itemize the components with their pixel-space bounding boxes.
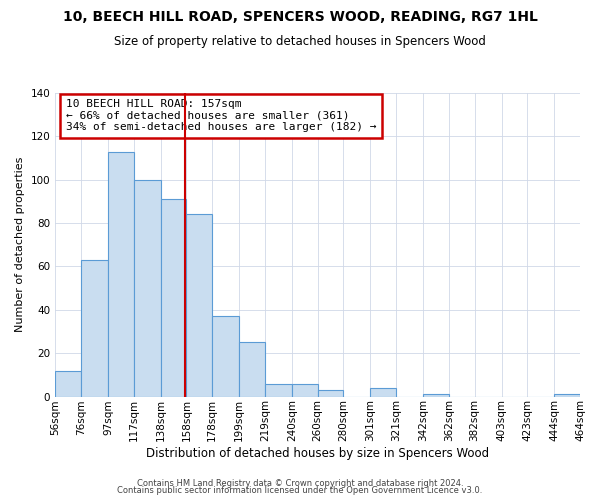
Text: Size of property relative to detached houses in Spencers Wood: Size of property relative to detached ho… bbox=[114, 35, 486, 48]
Bar bbox=[187, 214, 212, 396]
Bar bbox=[161, 199, 187, 396]
Bar bbox=[108, 152, 134, 396]
X-axis label: Distribution of detached houses by size in Spencers Wood: Distribution of detached houses by size … bbox=[146, 447, 489, 460]
Bar bbox=[370, 388, 396, 396]
Bar bbox=[134, 180, 161, 396]
Bar bbox=[239, 342, 265, 396]
Text: 10 BEECH HILL ROAD: 157sqm
← 66% of detached houses are smaller (361)
34% of sem: 10 BEECH HILL ROAD: 157sqm ← 66% of deta… bbox=[65, 99, 376, 132]
Bar bbox=[292, 384, 317, 396]
Bar bbox=[317, 390, 343, 396]
Text: 10, BEECH HILL ROAD, SPENCERS WOOD, READING, RG7 1HL: 10, BEECH HILL ROAD, SPENCERS WOOD, READ… bbox=[62, 10, 538, 24]
Text: Contains public sector information licensed under the Open Government Licence v3: Contains public sector information licen… bbox=[118, 486, 482, 495]
Bar bbox=[55, 370, 81, 396]
Y-axis label: Number of detached properties: Number of detached properties bbox=[15, 157, 25, 332]
Bar bbox=[81, 260, 108, 396]
Bar bbox=[265, 384, 292, 396]
Bar bbox=[212, 316, 239, 396]
Bar bbox=[554, 394, 580, 396]
Text: Contains HM Land Registry data © Crown copyright and database right 2024.: Contains HM Land Registry data © Crown c… bbox=[137, 478, 463, 488]
Bar bbox=[423, 394, 449, 396]
